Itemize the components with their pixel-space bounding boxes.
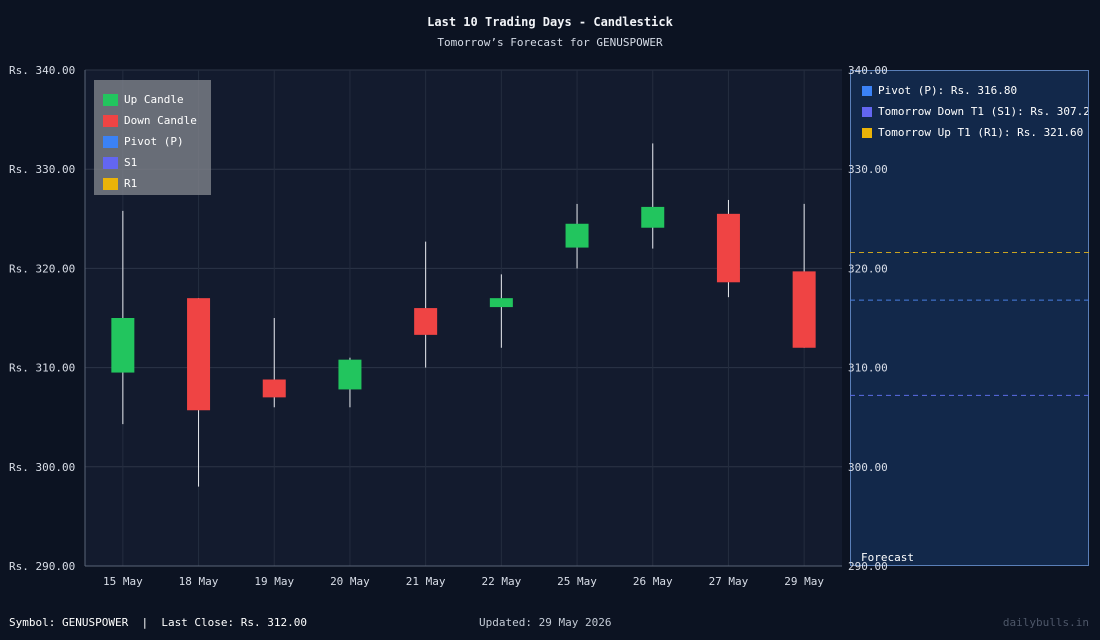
down-candle-body bbox=[262, 379, 286, 398]
y-tick-label-left: Rs. 290.00 bbox=[9, 560, 75, 573]
pivot-swatch-icon bbox=[862, 85, 872, 96]
x-tick-label: 18 May bbox=[179, 575, 219, 588]
up-candle-body bbox=[565, 223, 589, 248]
down-candle-body bbox=[187, 298, 211, 411]
legend-item-r1: R1 bbox=[103, 173, 211, 194]
y-tick-label-left: Rs. 310.00 bbox=[9, 362, 75, 375]
footer-updated: Updated: 29 May 2026 bbox=[479, 616, 612, 629]
y-tick-label-left: Rs. 340.00 bbox=[9, 64, 75, 77]
up-candle-body bbox=[338, 359, 362, 390]
y-tick-label-left: Rs. 300.00 bbox=[9, 461, 75, 474]
legend-item-pivot: Pivot (P) bbox=[103, 131, 211, 152]
pivot-swatch-icon bbox=[103, 135, 118, 148]
forecast-label: Forecast bbox=[861, 551, 914, 564]
up-candle-body bbox=[111, 318, 135, 373]
forecast-legend-label: Tomorrow Up T1 (R1): Rs. 321.60 bbox=[878, 126, 1084, 139]
forecast-legend-label: Pivot (P): Rs. 316.80 bbox=[878, 84, 1018, 97]
x-tick-label: 26 May bbox=[633, 575, 673, 588]
x-tick-label: 29 May bbox=[784, 575, 824, 588]
y-tick-label-left: Rs. 330.00 bbox=[9, 163, 75, 176]
forecast-legend-label: Tomorrow Down T1 (S1): Rs. 307.20 bbox=[878, 105, 1089, 118]
chart-legend: Up Candle Down Candle Pivot (P) S1 R1 bbox=[94, 80, 211, 195]
legend-label: Pivot (P) bbox=[124, 135, 184, 148]
r1-swatch-icon bbox=[862, 127, 872, 138]
legend-label: Down Candle bbox=[124, 114, 197, 127]
legend-label: S1 bbox=[124, 156, 138, 169]
x-tick-label: 20 May bbox=[330, 575, 370, 588]
legend-item-down-candle: Down Candle bbox=[103, 110, 211, 131]
plot-area bbox=[85, 70, 842, 566]
x-tick-label: 19 May bbox=[254, 575, 294, 588]
legend-item-s1: S1 bbox=[103, 152, 211, 173]
x-tick-label: 22 May bbox=[481, 575, 521, 588]
forecast-legend: Pivot (P): Rs. 316.80 Tomorrow Down T1 (… bbox=[862, 80, 1089, 143]
r1-swatch-icon bbox=[103, 177, 118, 190]
forecast-legend-item-pivot: Pivot (P): Rs. 316.80 bbox=[862, 80, 1088, 101]
y-tick-label-left: Rs. 320.00 bbox=[9, 262, 75, 275]
down-candle-swatch-icon bbox=[103, 114, 118, 127]
legend-label: R1 bbox=[124, 177, 138, 190]
footer-site: dailybulls.in bbox=[1002, 616, 1089, 629]
up-candle-body bbox=[641, 206, 665, 228]
legend-label: Up Candle bbox=[124, 93, 184, 106]
s1-swatch-icon bbox=[862, 106, 872, 117]
down-candle-body bbox=[716, 213, 740, 283]
chart-subtitle: Tomorrow’s Forecast for GENUSPOWER bbox=[437, 36, 663, 49]
x-tick-label: 25 May bbox=[557, 575, 597, 588]
forecast-legend-item-s1: Tomorrow Down T1 (S1): Rs. 307.20 bbox=[862, 101, 1089, 122]
forecast-legend-item-r1: Tomorrow Up T1 (R1): Rs. 321.60 bbox=[862, 122, 1088, 143]
x-tick-label: 15 May bbox=[103, 575, 143, 588]
down-candle-body bbox=[414, 308, 438, 335]
footer-symbol-info: Symbol: GENUSPOWER | Last Close: Rs. 312… bbox=[9, 616, 308, 629]
up-candle-body bbox=[489, 298, 513, 308]
up-candle-swatch-icon bbox=[103, 93, 118, 106]
down-candle-body bbox=[792, 271, 816, 348]
x-tick-label: 21 May bbox=[406, 575, 446, 588]
chart-title: Last 10 Trading Days - Candlestick bbox=[427, 15, 673, 29]
legend-item-up-candle: Up Candle bbox=[103, 89, 211, 110]
forecast-panel: Pivot (P): Rs. 316.80 Tomorrow Down T1 (… bbox=[850, 70, 1089, 566]
x-tick-label: 27 May bbox=[709, 575, 749, 588]
s1-swatch-icon bbox=[103, 156, 118, 169]
